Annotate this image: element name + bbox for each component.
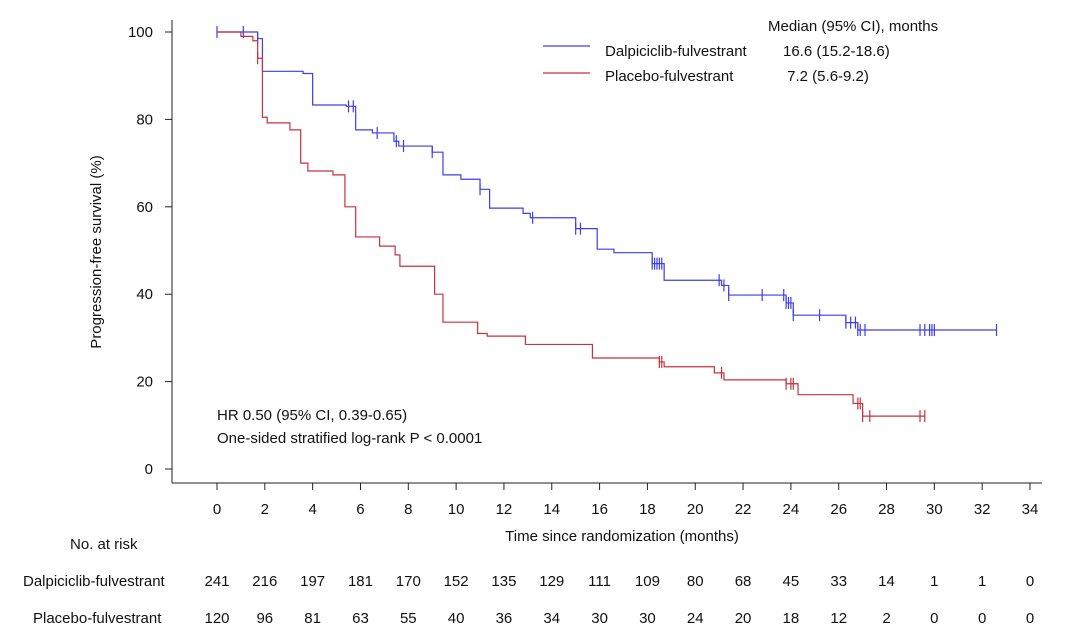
risk-value: 109 — [635, 573, 660, 590]
risk-value: 33 — [830, 573, 847, 590]
legend-header: Median (95% CI), months — [768, 18, 938, 35]
risk-value: 55 — [400, 610, 417, 627]
risk-value: 197 — [300, 573, 325, 590]
risk-value: 24 — [687, 610, 704, 627]
x-tick-label: 6 — [356, 501, 364, 518]
risk-value: 181 — [348, 573, 373, 590]
x-tick-label: 32 — [974, 501, 991, 518]
x-tick-label: 0 — [213, 501, 221, 518]
x-axis-label: Time since randomization (months) — [505, 528, 739, 545]
x-tick-label: 24 — [783, 501, 800, 518]
risk-value: 129 — [539, 573, 564, 590]
legend-label-dalpiciclib: Dalpiciclib-fulvestrant — [605, 43, 748, 60]
x-tick-label: 2 — [261, 501, 269, 518]
risk-value: 120 — [204, 610, 229, 627]
risk-table-title: No. at risk — [70, 536, 138, 553]
legend: Median (95% CI), months Dalpiciclib-fulv… — [543, 18, 938, 85]
risk-value: 68 — [735, 573, 752, 590]
risk-value: 36 — [496, 610, 513, 627]
x-tick-label: 16 — [591, 501, 608, 518]
x-tick-label: 26 — [830, 501, 847, 518]
km-curve-placebo — [217, 31, 925, 417]
x-ticks: 0 2 4 6 8 10 12 14 16 18 20 22 24 26 28 30 32 34 — [213, 483, 1039, 518]
y-axis-label: Progression-free survival (%) — [88, 155, 105, 348]
risk-value: 18 — [783, 610, 800, 627]
y-tick-label: 60 — [136, 199, 153, 216]
risk-value: 30 — [591, 610, 608, 627]
y-tick-label: 0 — [145, 461, 153, 478]
risk-value: 30 — [639, 610, 656, 627]
y-tick-label: 80 — [136, 111, 153, 128]
x-tick-label: 18 — [639, 501, 656, 518]
risk-value: 45 — [783, 573, 800, 590]
risk-value: 20 — [735, 610, 752, 627]
legend-label-placebo: Placebo-fulvestrant — [605, 68, 734, 85]
risk-value: 80 — [687, 573, 704, 590]
risk-table: No. at risk Dalpiciclib-fulvestrant Plac… — [23, 536, 1034, 627]
p-value-annotation: One-sided stratified log-rank P < 0.0001 — [217, 430, 482, 447]
risk-value: 241 — [204, 573, 229, 590]
x-tick-label: 28 — [878, 501, 895, 518]
hazard-ratio-annotation: HR 0.50 (95% CI, 0.39-0.65) — [217, 407, 407, 424]
x-tick-label: 14 — [543, 501, 560, 518]
risk-value: 111 — [588, 573, 611, 590]
risk-value: 2 — [882, 610, 890, 627]
risk-value: 1 — [978, 573, 986, 590]
risk-value: 216 — [252, 573, 277, 590]
risk-value: 14 — [878, 573, 895, 590]
x-tick-label: 30 — [926, 501, 943, 518]
curves — [216, 26, 998, 423]
y-tick-label: 20 — [136, 374, 153, 391]
risk-value: 40 — [448, 610, 465, 627]
x-tick-label: 20 — [687, 501, 704, 518]
x-tick-label: 8 — [404, 501, 412, 518]
risk-value: 12 — [830, 610, 847, 627]
x-tick-label: 4 — [308, 501, 316, 518]
x-tick-label: 10 — [448, 501, 465, 518]
legend-median-placebo: 7.2 (5.6-9.2) — [783, 68, 869, 85]
risk-value: 152 — [444, 573, 469, 590]
risk-value: 34 — [543, 610, 560, 627]
x-tick-label: 22 — [735, 501, 752, 518]
x-tick-label: 12 — [496, 501, 513, 518]
y-ticks: 0 20 40 60 80 100 — [128, 24, 172, 478]
risk-value: 135 — [491, 573, 516, 590]
risk-values: 2411202169619781181631705515240135361293… — [204, 573, 1034, 627]
risk-value: 170 — [396, 573, 421, 590]
risk-value: 0 — [1026, 573, 1034, 590]
legend-median-dalpiciclib: 16.6 (15.2-18.6) — [783, 43, 890, 60]
axes — [171, 20, 1042, 484]
risk-value: 0 — [930, 610, 938, 627]
risk-value: 96 — [256, 610, 273, 627]
risk-value: 63 — [352, 610, 369, 627]
risk-value: 81 — [304, 610, 321, 627]
risk-row-label-dalpiciclib: Dalpiciclib-fulvestrant — [23, 573, 166, 590]
risk-row-label-placebo: Placebo-fulvestrant — [33, 610, 162, 627]
risk-value: 0 — [978, 610, 986, 627]
risk-value: 1 — [930, 573, 938, 590]
y-tick-label: 40 — [136, 286, 153, 303]
x-tick-label: 34 — [1022, 501, 1039, 518]
y-tick-label: 100 — [128, 24, 153, 41]
risk-value: 0 — [1026, 610, 1034, 627]
